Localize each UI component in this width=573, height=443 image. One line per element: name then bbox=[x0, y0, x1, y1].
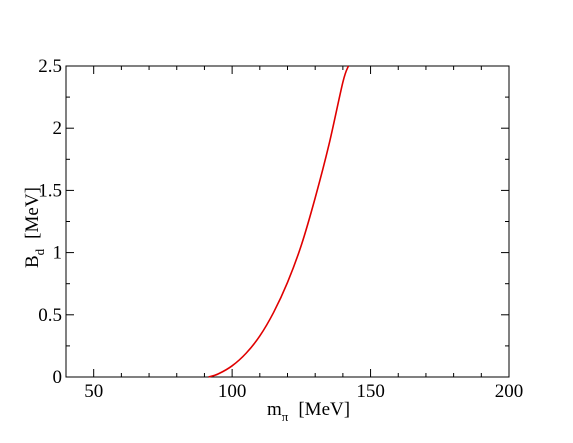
series-line bbox=[208, 65, 350, 378]
y-tick-label: 2 bbox=[53, 118, 63, 139]
x-axis-label: mπ [MeV] bbox=[267, 399, 350, 424]
plot-frame bbox=[65, 65, 510, 378]
y-axis-label-subscript: d bbox=[32, 248, 47, 255]
y-axis-label-main: B bbox=[22, 255, 43, 268]
x-tick-label: 50 bbox=[84, 381, 103, 402]
y-axis-label-unit: [MeV] bbox=[22, 187, 43, 239]
y-tick-label: 2.5 bbox=[38, 56, 62, 77]
y-tick-label: 0.5 bbox=[38, 305, 62, 326]
x-tick-labels: 50 100 150 200 bbox=[84, 381, 523, 402]
x-tick-label: 200 bbox=[495, 381, 524, 402]
y-tick-labels: 0 0.5 1 1.5 2 2.5 bbox=[38, 56, 62, 388]
y-tick-label: 0 bbox=[53, 367, 63, 388]
y-tick-label: 1.5 bbox=[38, 180, 62, 201]
y-axis-label: Bd [MeV] bbox=[22, 187, 47, 268]
x-tick-label: 100 bbox=[218, 381, 247, 402]
y-tick-label: 1 bbox=[53, 243, 63, 264]
x-axis-label-subscript: π bbox=[282, 409, 289, 424]
x-tick-label: 150 bbox=[356, 381, 385, 402]
x-axis-label-main: m bbox=[267, 399, 282, 420]
x-axis-label-unit: [MeV] bbox=[298, 399, 350, 420]
axis-ticks bbox=[65, 65, 510, 378]
